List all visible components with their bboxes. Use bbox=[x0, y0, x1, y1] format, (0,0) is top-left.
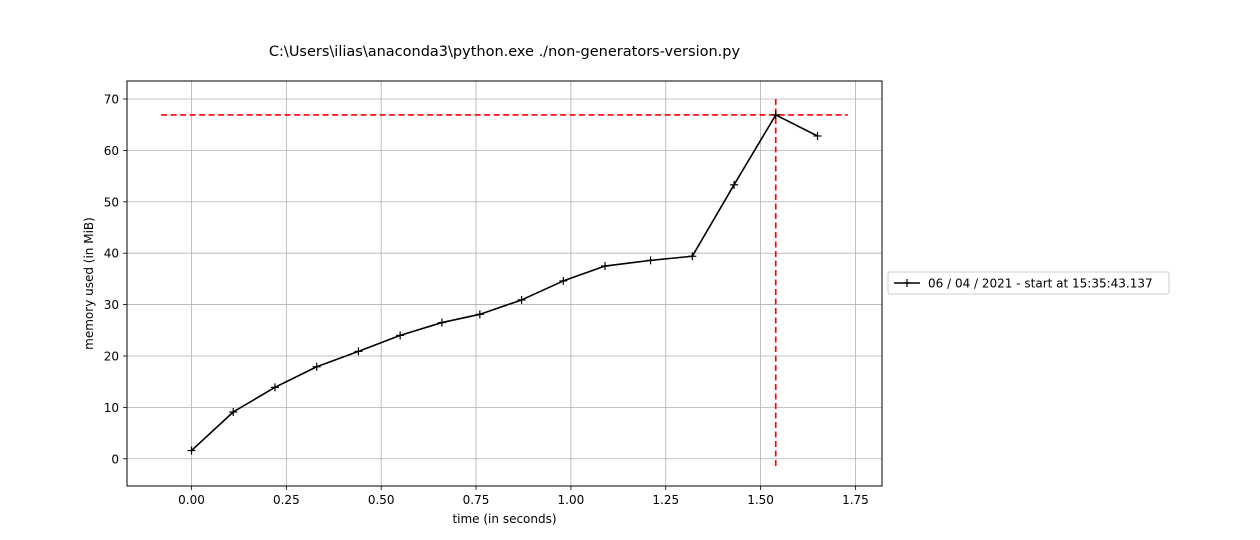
y-tick-label: 40 bbox=[104, 247, 119, 261]
x-tick-label: 1.75 bbox=[842, 493, 869, 507]
y-tick-label: 50 bbox=[104, 195, 119, 209]
x-tick-label: 0.75 bbox=[463, 493, 490, 507]
series-line bbox=[190, 114, 818, 452]
data-point-marker bbox=[312, 362, 321, 371]
y-tick-label: 60 bbox=[104, 144, 119, 158]
data-point-marker bbox=[187, 446, 196, 455]
data-point-marker bbox=[688, 252, 697, 261]
x-tick-label: 0.50 bbox=[368, 493, 395, 507]
x-tick-label: 1.00 bbox=[558, 493, 585, 507]
chart-title: C:\Users\ilias\anaconda3\python.exe ./no… bbox=[269, 44, 741, 60]
y-axis-label: memory used (in MiB) bbox=[82, 217, 96, 350]
data-point-marker bbox=[229, 407, 238, 416]
reference-lines bbox=[161, 98, 848, 468]
y-tick-label: 70 bbox=[104, 92, 119, 106]
y-tick-label: 20 bbox=[104, 349, 119, 363]
data-point-marker bbox=[396, 331, 405, 340]
x-axis-ticks: 0.00 0.25 0.50 0.75 1.00 1.25 1.50 1.75 bbox=[178, 486, 869, 507]
x-tick-label: 0.00 bbox=[178, 493, 205, 507]
data-point-marker bbox=[601, 262, 610, 271]
legend-box bbox=[887, 271, 1170, 295]
data-point-marker bbox=[475, 310, 484, 319]
x-tick-label: 0.25 bbox=[273, 493, 300, 507]
data-point-marker bbox=[270, 383, 279, 392]
series-line-group bbox=[187, 110, 822, 455]
data-point-marker bbox=[771, 110, 780, 119]
data-point-marker bbox=[559, 276, 568, 285]
data-point-marker bbox=[517, 295, 526, 304]
x-tick-label: 1.50 bbox=[747, 493, 774, 507]
y-tick-label: 0 bbox=[111, 452, 119, 466]
legend: 06 / 04 / 2021 - start at 15:35:43.137 bbox=[887, 271, 1170, 295]
data-point-marker bbox=[354, 347, 363, 356]
y-axis-ticks: 0 10 20 30 40 50 60 70 bbox=[104, 92, 127, 466]
data-point-marker bbox=[813, 131, 822, 140]
data-point-marker bbox=[730, 180, 739, 189]
grid-lines bbox=[127, 81, 882, 486]
plot-frame bbox=[126, 80, 883, 487]
data-point-marker bbox=[437, 318, 446, 327]
y-tick-label: 30 bbox=[104, 298, 119, 312]
x-axis-label: time (in seconds) bbox=[452, 512, 556, 526]
legend-plus-marker bbox=[903, 279, 911, 287]
legend-label: 06 / 04 / 2021 - start at 15:35:43.137 bbox=[928, 277, 1153, 291]
y-tick-label: 10 bbox=[104, 401, 119, 415]
data-point-marker bbox=[646, 256, 655, 265]
x-tick-label: 1.25 bbox=[652, 493, 679, 507]
